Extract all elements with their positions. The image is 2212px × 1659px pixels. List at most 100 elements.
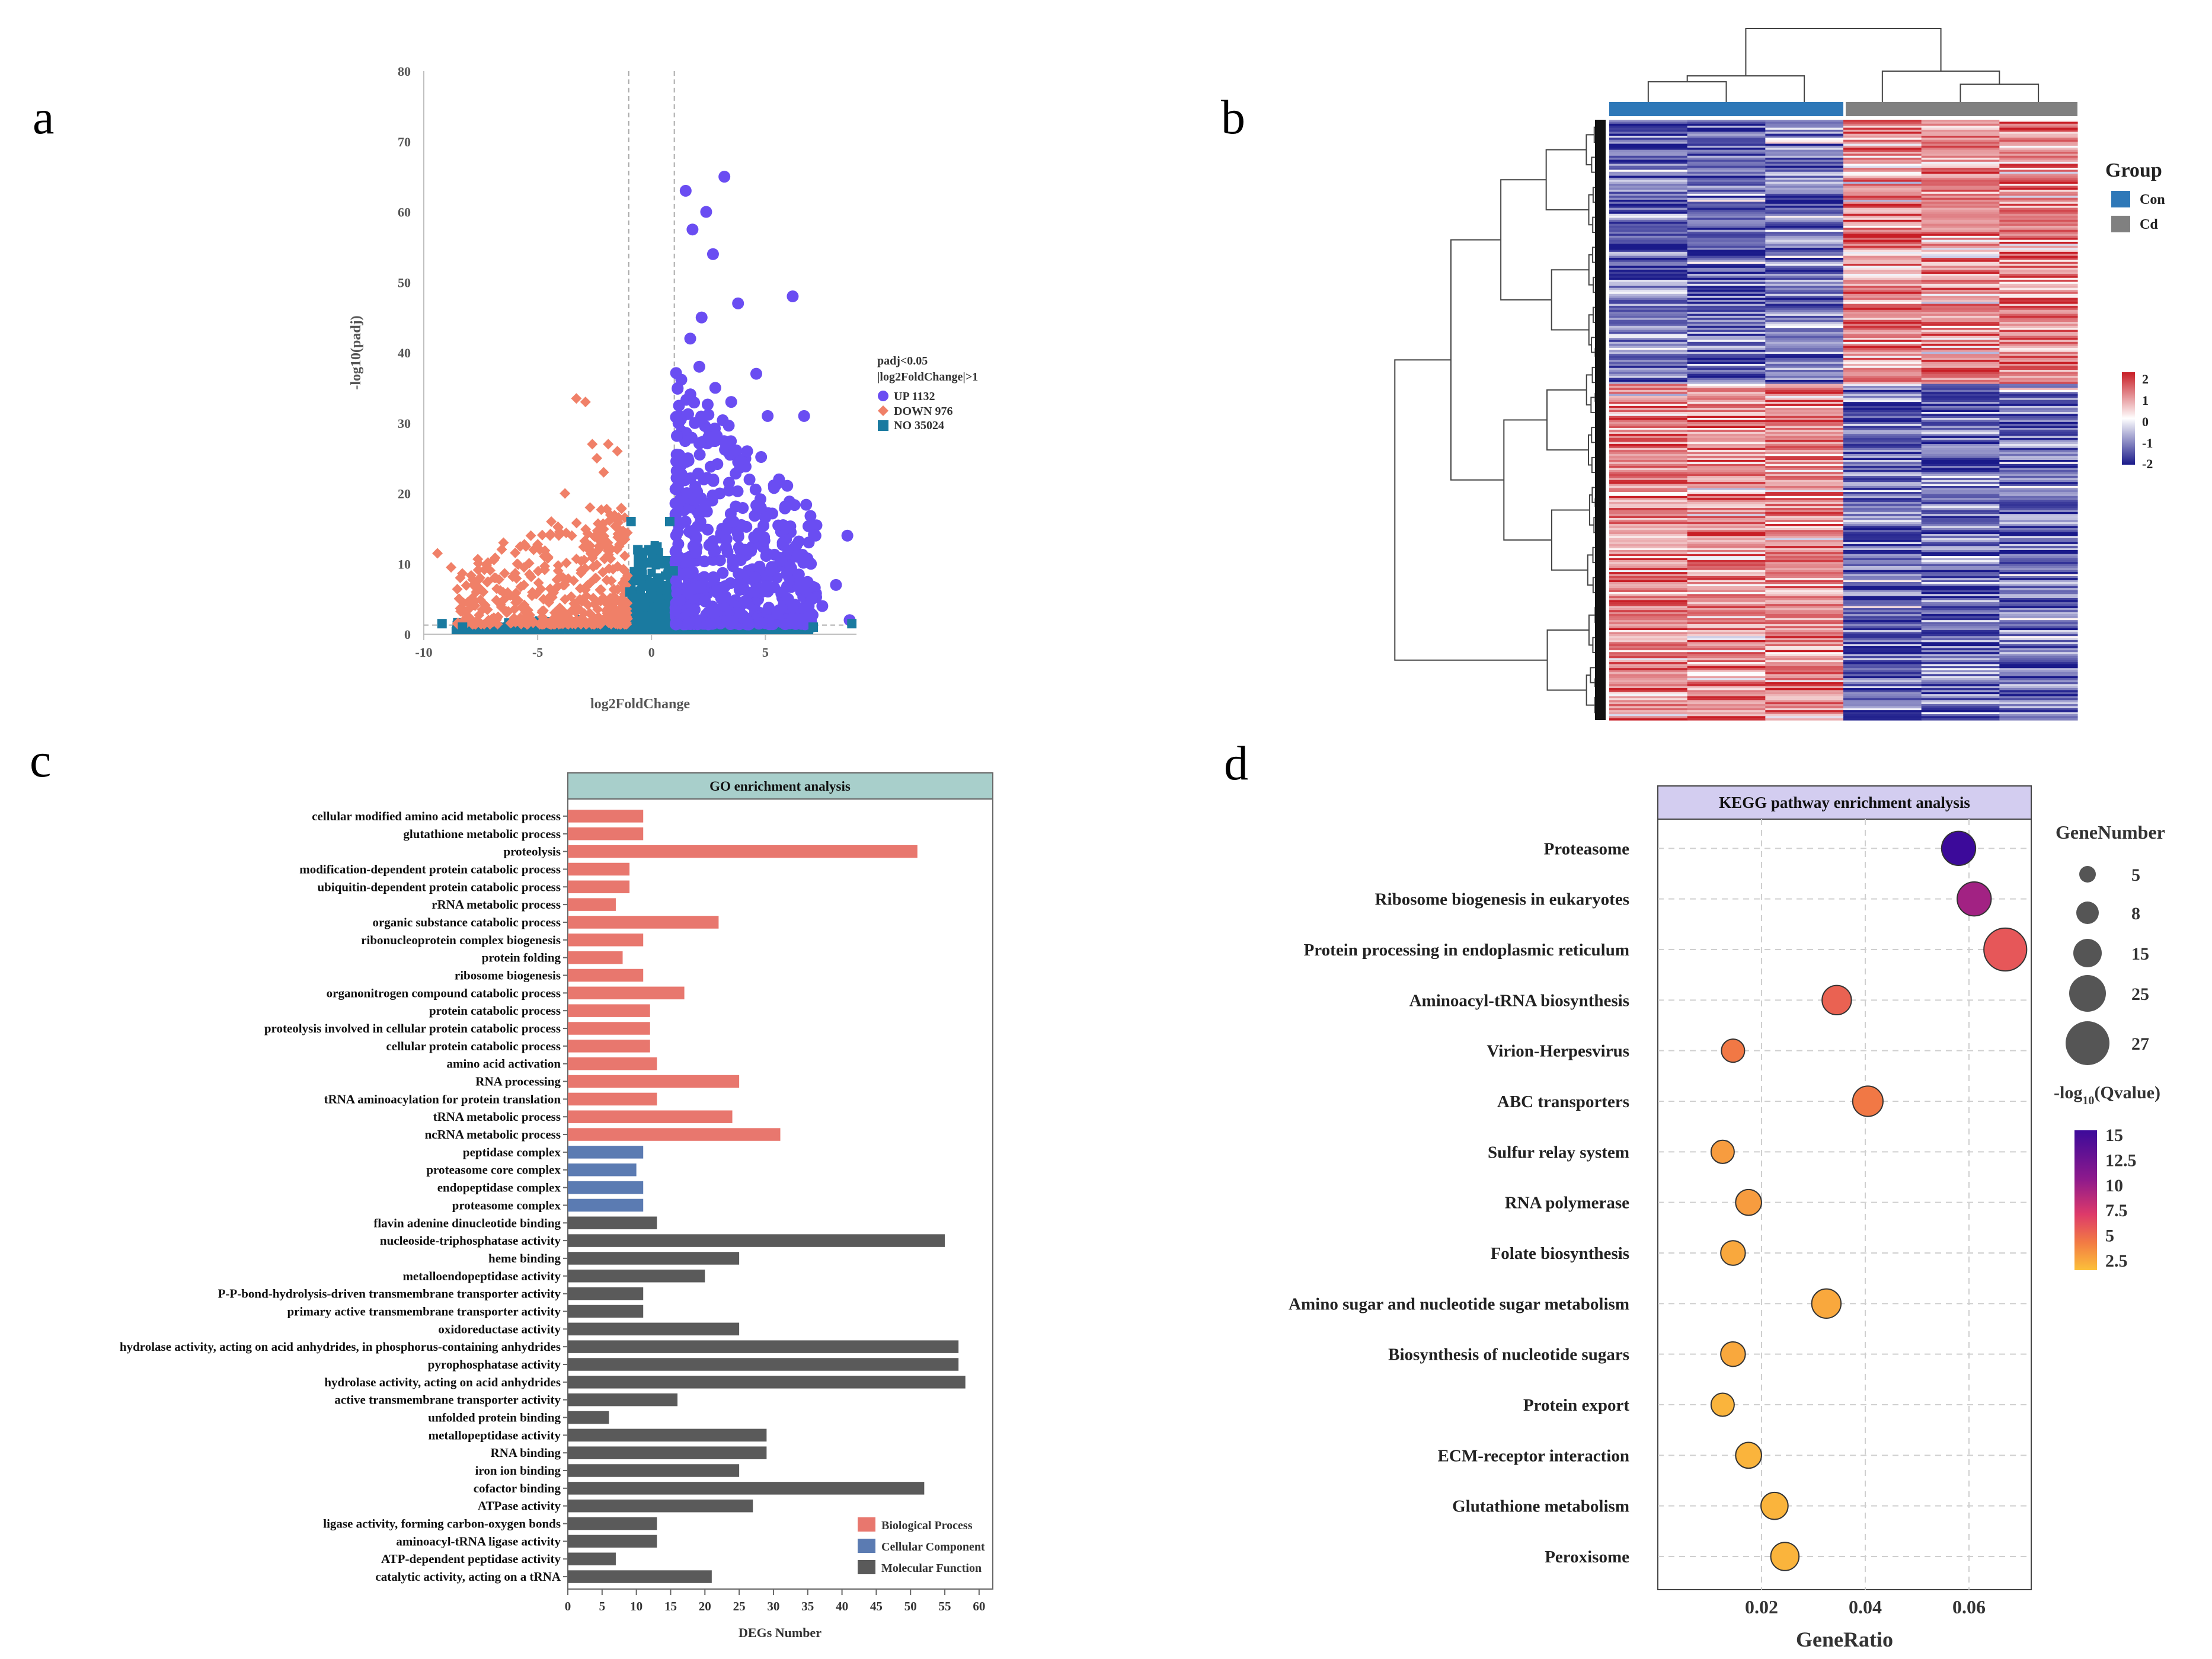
heatmap-cell: [1609, 574, 1688, 577]
heatmap-cell: [1765, 308, 1844, 311]
heatmap-cell: [1765, 662, 1844, 665]
heatmap-cell: [1609, 622, 1688, 625]
heatmap-cell: [1687, 501, 1766, 504]
volcano-up-dense: [733, 584, 746, 596]
go-category-labels: cellular modified amino acid metabolic p…: [120, 809, 568, 1584]
go-bar: [568, 934, 644, 947]
heatmap-cell: [1609, 255, 1688, 258]
heatmap-cell: [1999, 678, 2078, 681]
volcano-down-dense: [621, 603, 632, 615]
heatmap-cell: [1999, 634, 2078, 637]
heatmap-cell: [1843, 122, 1922, 124]
heatmap-cell: [1843, 508, 1922, 511]
heatmap-cell: [1921, 708, 2000, 711]
heatmap-cell: [1843, 264, 1922, 267]
heatmap-cell: [1687, 533, 1766, 536]
go-x-tick: 55: [939, 1599, 951, 1613]
heatmap-cell: [1843, 139, 1922, 142]
heatmap-cell: [1843, 132, 1922, 135]
heatmap-cell: [1765, 452, 1844, 455]
heatmap-cell: [1687, 154, 1766, 156]
heatmap-cell: [1609, 357, 1688, 360]
heatmap-cell: [1921, 434, 2000, 437]
heatmap-cell: [1687, 386, 1766, 389]
heatmap-cell: [1687, 212, 1766, 215]
heatmap-cell: [1921, 161, 2000, 164]
heatmap-cell: [1687, 410, 1766, 413]
heatmap-cell: [1609, 296, 1688, 299]
volcano-down-dense: [596, 504, 607, 516]
heatmap-cell: [1765, 564, 1844, 567]
heatmap-cell: [1843, 542, 1922, 545]
heatmap-cell: [1687, 658, 1766, 661]
heatmap-cell: [1921, 145, 2000, 148]
heatmap-cell: [1609, 508, 1688, 511]
heatmap-cell: [1843, 582, 1922, 584]
heatmap-cell: [1765, 206, 1844, 209]
heatmap-cell: [1843, 488, 1922, 491]
heatmap-cell: [1609, 414, 1688, 417]
heatmap-cell: [1687, 510, 1766, 513]
heatmap-cell: [1999, 222, 2078, 225]
heatmap-cell: [1687, 394, 1766, 397]
heatmap-cell: [1687, 267, 1766, 270]
heatmap-cell: [1609, 500, 1688, 503]
heatmap-cell: [1687, 232, 1766, 235]
go-category-label: nucleoside-triphosphatase activity: [380, 1233, 561, 1248]
volcano-down-dense: [592, 533, 603, 544]
heatmap-cell: [1765, 196, 1844, 199]
heatmap-cell: [1687, 145, 1766, 148]
volcano-no-dense: [638, 623, 647, 632]
heatmap-cell: [1921, 267, 2000, 270]
heatmap-cell: [1921, 271, 2000, 274]
heatmap-cell: [1843, 186, 1922, 188]
heatmap-cell: [1843, 218, 1922, 220]
heatmap-cell: [1921, 331, 2000, 334]
heatmap-cell: [1999, 350, 2078, 353]
volcano-down-dense: [539, 561, 551, 572]
heatmap-cell: [1921, 532, 2000, 535]
heatmap-cell: [1609, 354, 1688, 357]
heatmap-cell: [1609, 383, 1688, 386]
kegg-bubble: [1710, 1392, 1735, 1417]
heatmap-cell: [1999, 250, 2078, 252]
go-category-label: metalloendopeptidase activity: [402, 1269, 561, 1283]
kegg-size-legend-label: 25: [2131, 984, 2149, 1004]
heatmap-cell: [1999, 180, 2078, 183]
volcano-up-dense: [779, 618, 791, 631]
heatmap-cell: [1687, 512, 1766, 514]
heatmap-cell: [1843, 466, 1922, 469]
heatmap-cell: [1687, 282, 1766, 285]
volcano-down-dense: [482, 557, 494, 568]
heatmap-cell: [1999, 608, 2078, 610]
volcano-up-dense: [768, 482, 780, 494]
heatmap-cell: [1765, 622, 1844, 625]
heatmap-cell: [1843, 650, 1922, 653]
heatmap-cell: [1609, 266, 1688, 268]
heatmap-cell: [1999, 239, 2078, 242]
volcano-down-point: [505, 590, 516, 601]
kegg-title-strip: [1657, 785, 2032, 820]
heatmap-cell: [1765, 335, 1844, 338]
heatmap-cell: [1765, 586, 1844, 589]
heatmap-cell: [1921, 442, 2000, 445]
heatmap-cell: [1999, 570, 2078, 573]
heatmap-cell: [1999, 376, 2078, 379]
heatmap-cell: [1921, 628, 2000, 631]
heatmap-cell: [1687, 218, 1766, 220]
volcano-up-dense: [748, 531, 760, 544]
volcano-no-dense: [636, 585, 645, 594]
heatmap-cell: [1921, 565, 2000, 568]
heatmap-cell: [1843, 335, 1922, 338]
heatmap-cell: [1765, 594, 1844, 597]
heatmap-cell: [1921, 286, 2000, 289]
heatmap-group-con: [1609, 102, 1843, 116]
heatmap-cell: [1999, 158, 2078, 161]
heatmap-cell: [1999, 318, 2078, 321]
heatmap-cell: [1843, 120, 1922, 122]
heatmap-cell: [1765, 264, 1844, 267]
heatmap-cell: [1765, 346, 1844, 349]
heatmap-cell: [1687, 402, 1766, 405]
heatmap-cell: [1843, 328, 1922, 331]
heatmap-cell: [1765, 287, 1844, 290]
